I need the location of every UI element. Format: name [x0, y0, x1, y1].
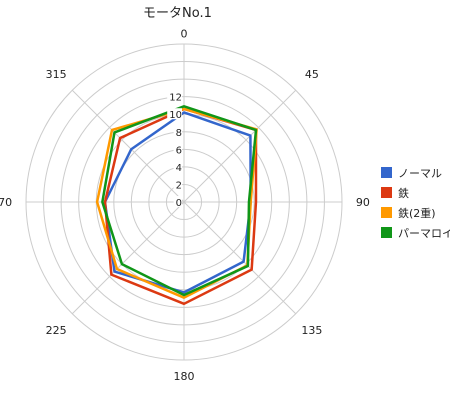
angle-label-270: 270: [0, 196, 12, 209]
tick-label-bg: [173, 143, 182, 155]
radial-tick-label: 12: [169, 93, 182, 104]
legend-swatch: [381, 227, 392, 238]
angle-label-90: 90: [356, 196, 370, 209]
legend-label: パーマロイ: [398, 227, 450, 240]
legend-label: ノーマル: [398, 167, 442, 180]
radial-tick-label: 4: [176, 163, 182, 174]
chart-title: モータNo.1: [143, 6, 212, 21]
radial-tick-label: 10: [169, 110, 182, 121]
angle-label-45: 45: [305, 68, 319, 81]
legend-swatch: [381, 167, 392, 178]
radial-tick-label: 0: [176, 198, 182, 209]
tick-label-bg: [173, 178, 182, 190]
grid-spoke: [71, 201, 185, 315]
angle-labels: 0 45 90 135 180 225 270 315: [0, 27, 370, 382]
angle-label-180: 180: [174, 370, 195, 383]
radial-tick-labels: 0 2 4 6 8 10 12: [167, 90, 182, 209]
legend-label: 鉄: [398, 186, 409, 200]
tick-label-bg: [173, 160, 182, 172]
polar-grid: [25, 43, 343, 361]
tick-label-bg: [173, 125, 182, 137]
tick-label-bg: [167, 108, 182, 120]
legend-swatch: [381, 187, 392, 198]
grid-spoke: [183, 201, 297, 315]
radial-tick-label: 8: [176, 128, 182, 139]
series-layer: [95, 105, 258, 306]
tick-label-bg: [167, 90, 182, 102]
angle-label-315: 315: [46, 68, 67, 81]
grid-spoke: [71, 89, 185, 203]
angle-label-0: 0: [181, 27, 188, 40]
radial-tick-label: 2: [176, 180, 182, 191]
legend-label: 鉄(2重): [398, 206, 436, 220]
tick-label-bg: [173, 196, 182, 207]
legend-swatch: [381, 207, 392, 218]
radial-tick-label: 6: [176, 145, 182, 156]
angle-label-225: 225: [46, 324, 67, 337]
angle-label-135: 135: [301, 324, 322, 337]
grid-spoke: [183, 89, 297, 203]
